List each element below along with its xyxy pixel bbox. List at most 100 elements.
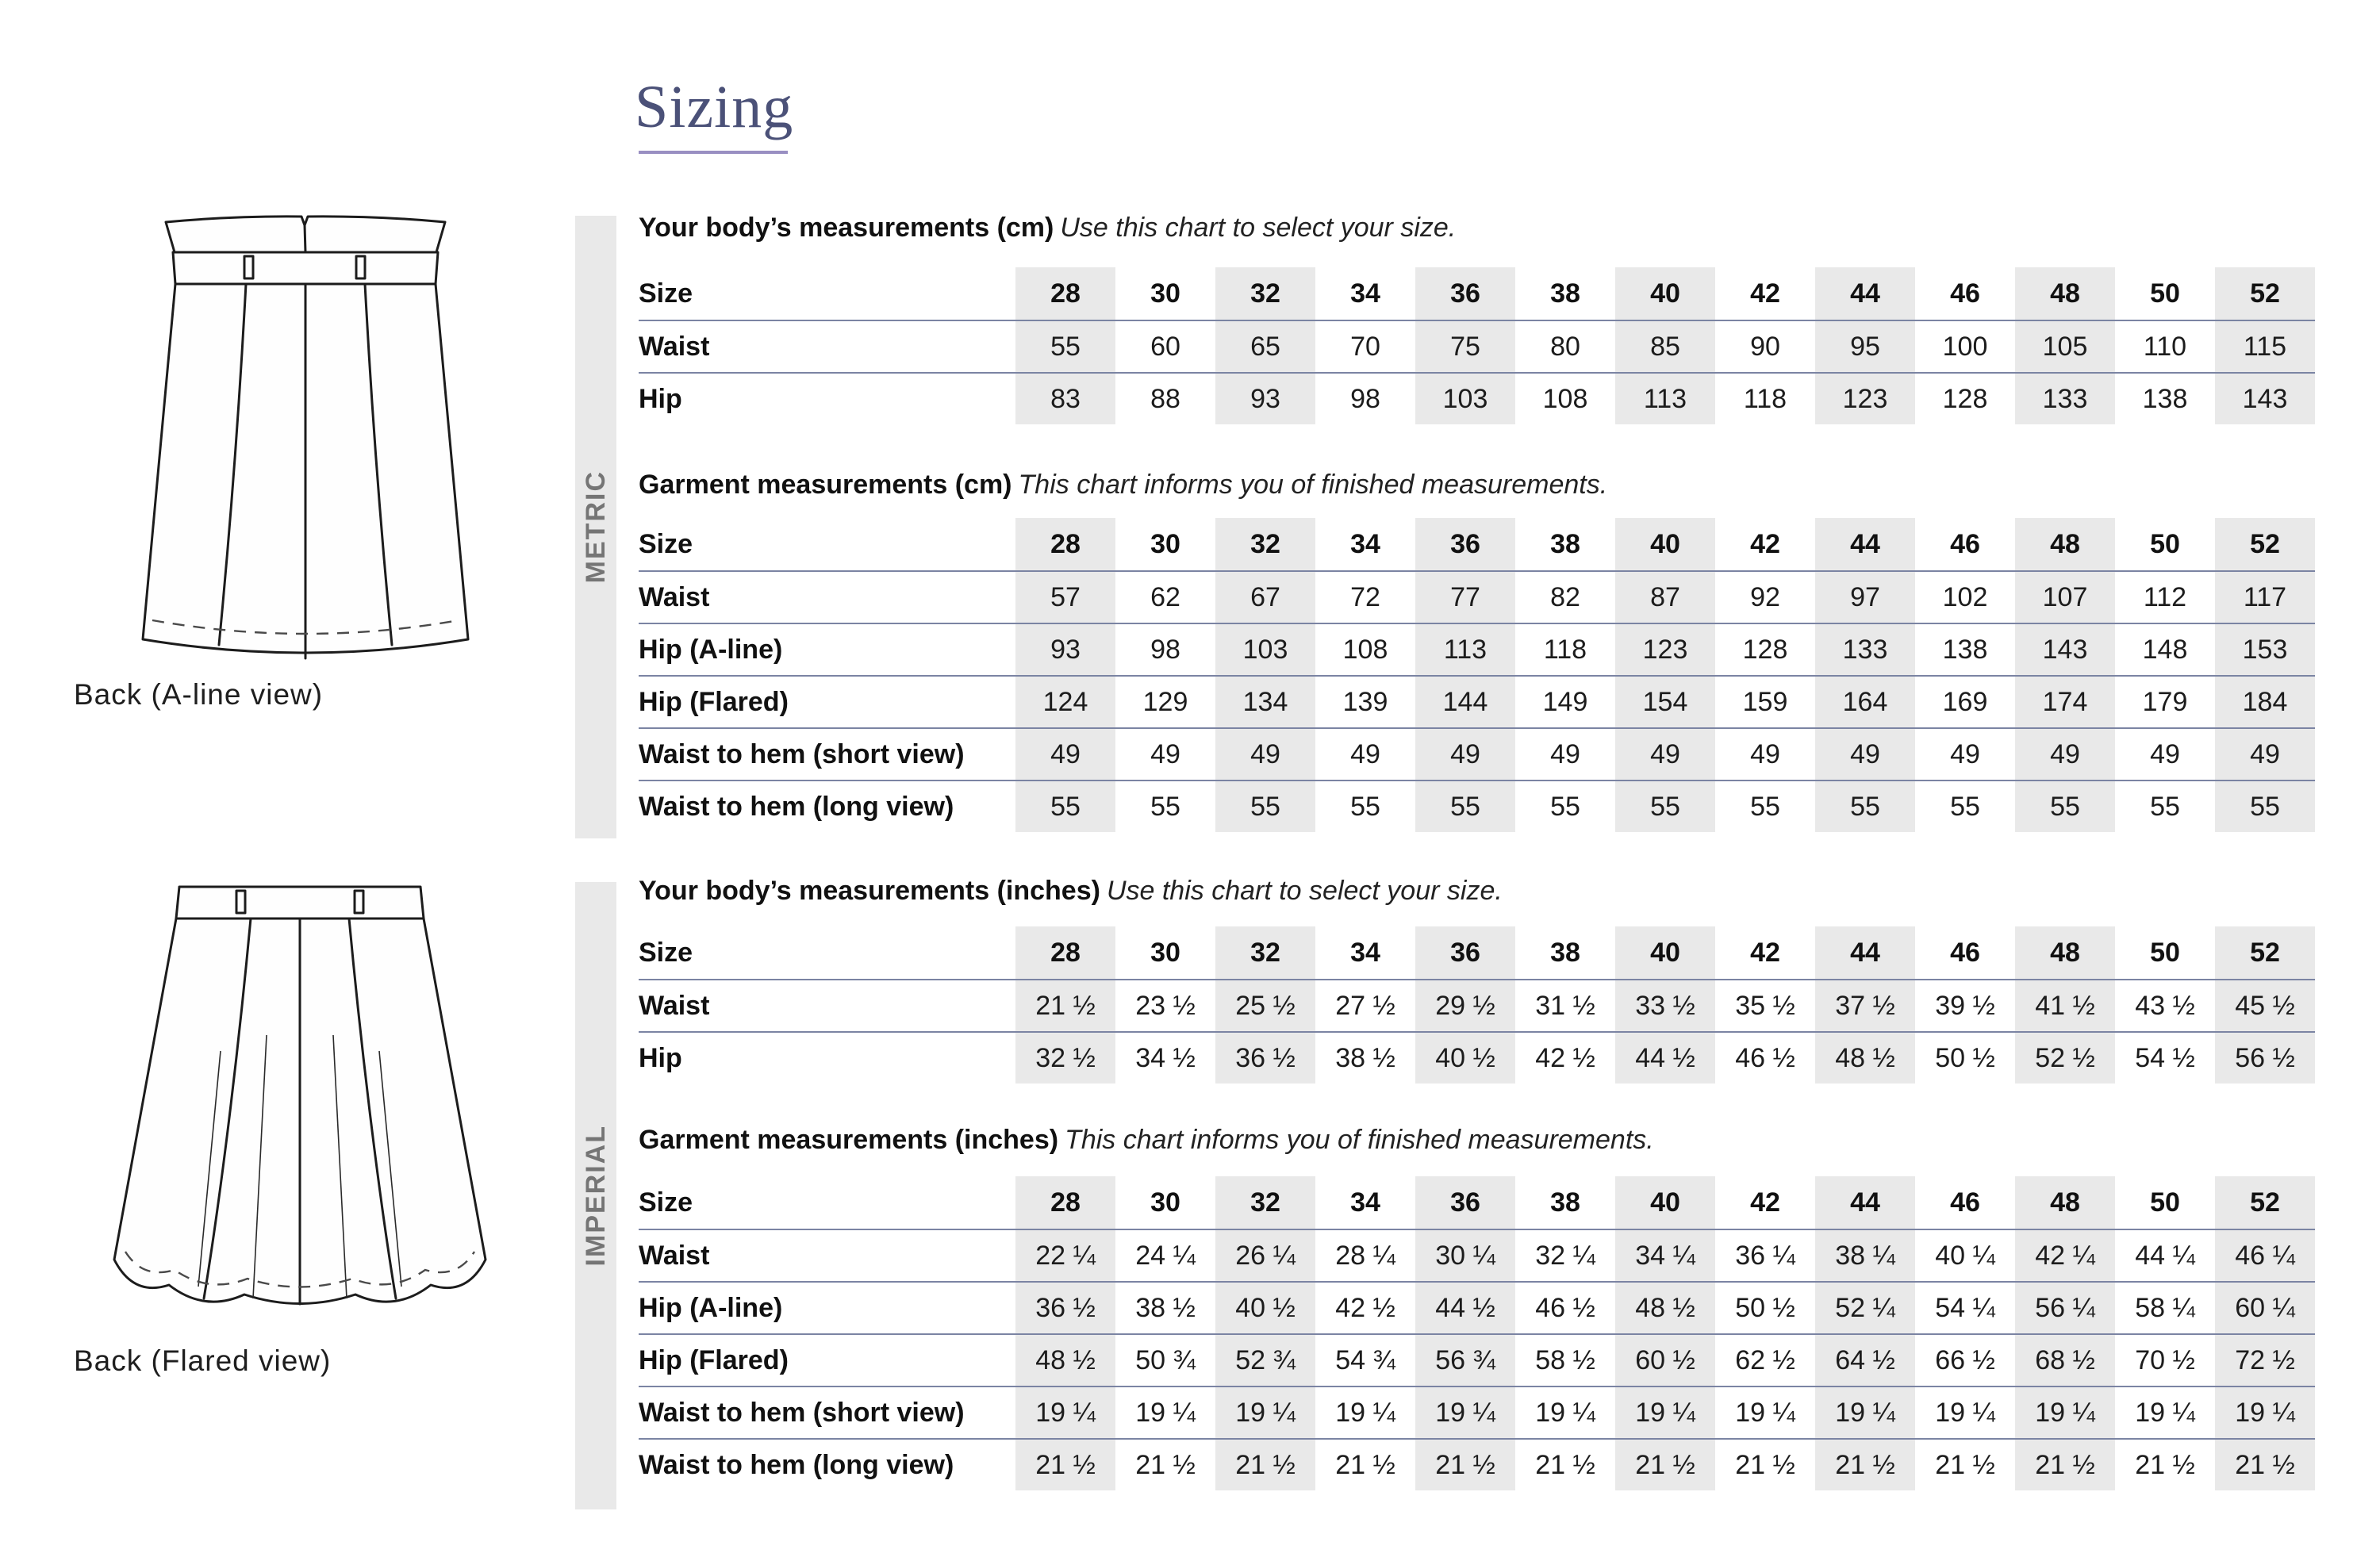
table-cell: 37 ½ [1835, 990, 1895, 1021]
table-cell: 55 [1650, 791, 1680, 822]
table-cell: 21 ½ [1035, 1449, 1096, 1480]
table-cell: 110 [2143, 331, 2187, 362]
table-cell: 28 ¼ [1335, 1240, 1395, 1271]
table-cell: 118 [1543, 634, 1587, 665]
skirt-back-flared-illustration [113, 885, 487, 1306]
table-cell: 98 [1350, 383, 1380, 414]
table-cell: 50 [2150, 1187, 2180, 1218]
table-cell: 30 [1150, 278, 1180, 309]
table-row: Waist 21 ½ 23 ½ 25 ½ 27 ½ 29 ½ 31 ½ 33 ½ 35 ½ 37 … [639, 979, 2315, 1031]
row-label: Waist [639, 990, 710, 1021]
table-cell: 36 ½ [1235, 1042, 1296, 1073]
table-cell: 179 [2142, 686, 2188, 717]
table-cell: 60 ¼ [2235, 1292, 2295, 1323]
table-cell: 40 [1650, 937, 1680, 968]
skirt-back-aline-illustration [141, 215, 470, 660]
table-cell: 115 [2243, 331, 2287, 362]
row-label: Hip [639, 1042, 682, 1073]
row-label: Waist [639, 581, 710, 612]
table-cell: 68 ½ [2035, 1344, 2095, 1375]
table-cell: 100 [1942, 331, 1988, 362]
table-cell: 48 [2050, 278, 2080, 309]
table-cell: 29 ½ [1435, 990, 1495, 1021]
table-cell: 55 [1850, 791, 1880, 822]
table-cell: 28 [1050, 1187, 1081, 1218]
table-cell: 40 [1650, 528, 1680, 559]
table-row: Waist 57 62 67 72 77 82 87 92 97 102 107 112 117 [639, 570, 2315, 623]
table-cell: 32 [1250, 278, 1280, 309]
table-cell: 32 [1250, 937, 1280, 968]
table-cell: 49 [1450, 738, 1480, 769]
belt-loop [243, 255, 255, 280]
table-cell: 49 [1950, 738, 1980, 769]
table-row: Hip 83 88 93 98 103 108 113 118 123 128 133 138 143 [639, 372, 2315, 424]
table-cell: 38 [1550, 528, 1580, 559]
table-cell: 52 ¼ [1835, 1292, 1895, 1323]
table-cell: 56 ½ [2235, 1042, 2295, 1073]
row-label: Waist [639, 331, 710, 362]
table-cell: 42 [1750, 1187, 1780, 1218]
table-cell: 56 ¾ [1435, 1344, 1495, 1375]
row-label: Size [639, 937, 693, 968]
table-cell: 55 [1550, 791, 1580, 822]
table-cell: 118 [1743, 383, 1787, 414]
table-cell: 42 ½ [1335, 1292, 1395, 1323]
table-cell: 153 [2242, 634, 2288, 665]
table-cell: 19 ¼ [1935, 1397, 1995, 1428]
table-cell: 44 ¼ [2135, 1240, 2195, 1271]
table-cell: 50 ½ [1735, 1292, 1795, 1323]
table-cell: 102 [1942, 581, 1988, 612]
heading-bold-text: Garment measurements (inches) [639, 1125, 1059, 1155]
row-label: Hip (A-line) [639, 634, 783, 665]
table-cell: 44 [1850, 528, 1880, 559]
table-cell: 148 [2142, 634, 2188, 665]
table-cell: 50 [2150, 278, 2180, 309]
row-label: Hip (Flared) [639, 686, 789, 717]
table-cell: 55 [1950, 791, 1980, 822]
aline-skirt-figure [119, 213, 492, 665]
metric-body-table: Size 28 30 32 34 36 38 40 42 44 46 48 50 52 Waist 55 60 6… [639, 267, 2315, 424]
row-label: Waist to hem (long view) [639, 791, 954, 822]
table-cell: 44 [1850, 278, 1880, 309]
table-cell: 52 [2250, 937, 2280, 968]
table-cell: 56 ¼ [2035, 1292, 2095, 1323]
table-cell: 70 ½ [2135, 1344, 2195, 1375]
table-cell: 52 [2250, 1187, 2280, 1218]
table-cell: 67 [1250, 581, 1280, 612]
table-cell: 48 [2050, 1187, 2080, 1218]
heading-italic-text: Use this chart to select your size. [1106, 876, 1503, 906]
table-cell: 46 ½ [1735, 1042, 1795, 1073]
table-cell: 42 [1750, 528, 1780, 559]
hemline-dashed [124, 1251, 476, 1288]
princess-seam-right [363, 282, 393, 646]
table-cell: 112 [2143, 581, 2187, 612]
table-cell: 54 ¼ [1935, 1292, 1995, 1323]
table-row: Size 28 30 32 34 36 38 40 42 44 46 48 50 52 [639, 267, 2315, 320]
table-cell: 80 [1550, 331, 1580, 362]
table-cell: 58 ¼ [2135, 1292, 2195, 1323]
table-cell: 174 [2042, 686, 2088, 717]
table-cell: 52 [2250, 528, 2280, 559]
table-cell: 23 ½ [1135, 990, 1196, 1021]
table-cell: 34 ¼ [1635, 1240, 1695, 1271]
table-cell: 33 ½ [1635, 990, 1695, 1021]
table-cell: 139 [1342, 686, 1388, 717]
table-cell: 108 [1542, 383, 1588, 414]
imperial-section-label: IMPERIAL [580, 1125, 611, 1267]
table-cell: 34 [1350, 937, 1380, 968]
table-cell: 36 ¼ [1735, 1240, 1795, 1271]
table-cell: 32 [1250, 1187, 1280, 1218]
imperial-body-heading: Your body’s measurements (inches) Use thi… [639, 876, 1503, 907]
table-row: Size 28 30 32 34 36 38 40 42 44 46 48 50 52 [639, 1176, 2315, 1229]
table-cell: 19 ¼ [1135, 1397, 1196, 1428]
table-cell: 52 ¾ [1235, 1344, 1296, 1375]
table-cell: 24 ¼ [1135, 1240, 1196, 1271]
table-cell: 103 [1442, 383, 1488, 414]
table-cell: 46 [1950, 278, 1980, 309]
table-cell: 32 [1250, 528, 1280, 559]
heading-bold-text: Your body’s measurements (inches) [639, 876, 1100, 906]
table-cell: 21 ½ [1835, 1449, 1895, 1480]
table-cell: 40 ¼ [1935, 1240, 1995, 1271]
table-cell: 49 [1850, 738, 1880, 769]
table-cell: 92 [1750, 581, 1780, 612]
